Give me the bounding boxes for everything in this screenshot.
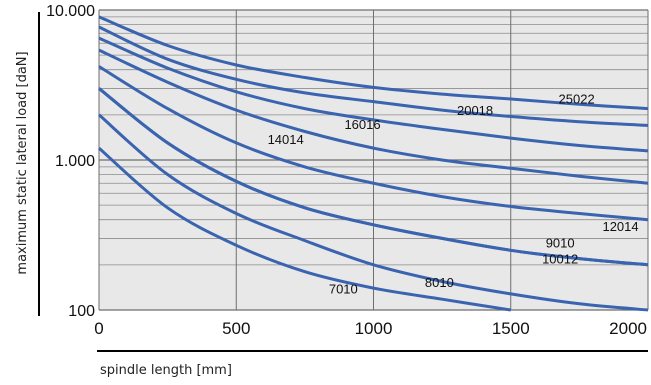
y-tick-label: 100 xyxy=(68,303,95,320)
series-line-7010 xyxy=(98,146,512,312)
x-tick-label: 0 xyxy=(94,319,103,338)
tick-labels: 100 1.000 10.000 0 500 1000 1500 2000 xyxy=(46,3,647,338)
x-tick-label: 1000 xyxy=(355,319,393,338)
x-axis-title: spindle length [mm] xyxy=(100,363,232,378)
series-curves xyxy=(98,15,649,312)
x-tick-label: 500 xyxy=(222,319,250,338)
series-line-25022 xyxy=(98,15,649,111)
x-tick-label: 2000 xyxy=(609,319,647,338)
series-label-20018: 20018 xyxy=(457,103,493,118)
series-line-12014 xyxy=(98,65,649,222)
x-tick-label: 1500 xyxy=(492,319,530,338)
series-line-8010 xyxy=(98,113,649,312)
series-label-14014: 14014 xyxy=(268,132,304,147)
series-label-8010: 8010 xyxy=(425,275,454,290)
grid-lines xyxy=(98,9,649,311)
series-line-9010 xyxy=(98,87,649,267)
series-label-7010: 7010 xyxy=(329,281,358,296)
series-label-9010: 9010 xyxy=(546,236,575,251)
series-label-10012: 10012 xyxy=(542,252,578,267)
series-label-25022: 25022 xyxy=(559,92,595,107)
series-line-20018 xyxy=(98,25,649,127)
y-axis-title: maximum static lateral load [daN] xyxy=(15,51,30,274)
y-tick-label: 10.000 xyxy=(46,3,95,20)
series-line-14014 xyxy=(98,48,649,185)
series-label-16016: 16016 xyxy=(344,117,380,132)
y-tick-label: 1.000 xyxy=(55,153,95,170)
series-line-16016 xyxy=(98,36,649,153)
series-label-12014: 12014 xyxy=(602,219,638,234)
